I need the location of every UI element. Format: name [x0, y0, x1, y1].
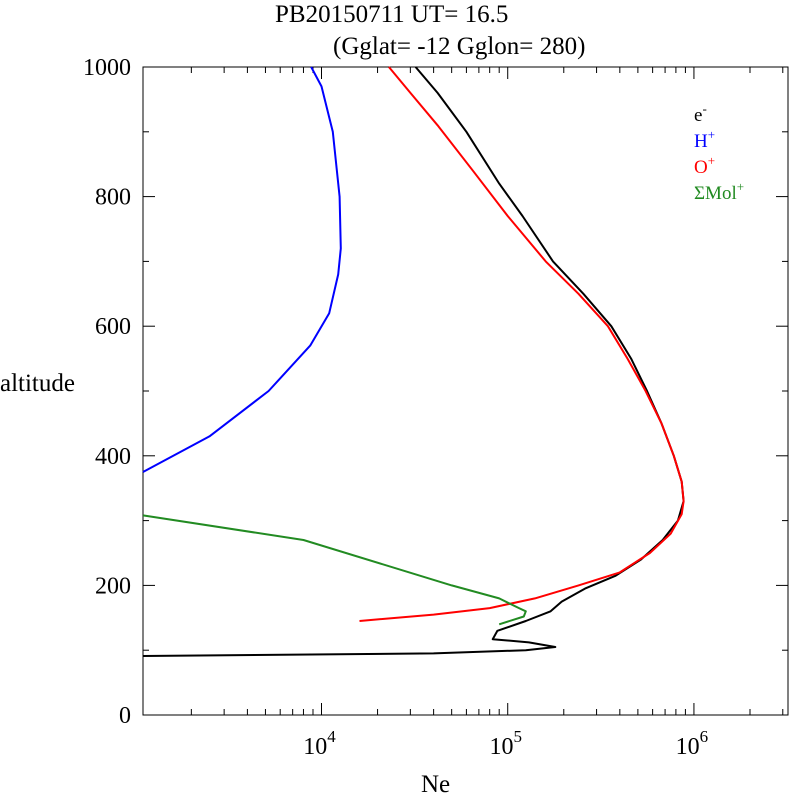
- legend-name: ΣMol: [694, 183, 737, 204]
- y-tick-label: 200: [95, 573, 131, 599]
- x-tick-exponent: 5: [513, 727, 522, 746]
- chart-title: PB20150711 UT= 16.5: [275, 1, 508, 28]
- x-minor-ticks: [190, 67, 784, 715]
- x-tick-base: 10: [303, 734, 327, 760]
- series-line-e: [142, 66, 685, 657]
- legend-name: e: [694, 105, 702, 126]
- x-tick-label: 106: [676, 727, 709, 760]
- y-tick-label: 1000: [83, 55, 131, 81]
- legend-name: H: [694, 131, 708, 152]
- x-tick-label: 105: [489, 727, 522, 760]
- series-layer: [142, 66, 685, 657]
- chart-subtitle: (Gglat= -12 Gglon= 280): [333, 33, 585, 60]
- y-axis-label: altitude: [0, 370, 75, 397]
- series-line-o: [359, 66, 685, 622]
- legend-name: O: [694, 157, 708, 178]
- y-tick-label: 800: [95, 185, 131, 211]
- legend-entry: ΣMol+: [694, 179, 744, 204]
- y-tick-label: 0: [119, 703, 131, 729]
- series-line-h: [142, 66, 342, 473]
- series-line-mol: [142, 514, 527, 626]
- legend-superscript: +: [708, 127, 715, 142]
- legend-entry: e-: [694, 101, 707, 126]
- y-axis-ticks: 0 200 400 600 800 1000: [83, 55, 788, 729]
- x-tick-exponent: 6: [700, 727, 709, 746]
- legend: e-H+O+ΣMol+: [694, 101, 744, 204]
- x-axis-label: Ne: [421, 771, 450, 796]
- x-axis-ticks: 104 105 106: [303, 67, 708, 760]
- legend-superscript: -: [702, 101, 706, 116]
- x-tick-label: 104: [303, 727, 336, 760]
- legend-superscript: +: [737, 179, 744, 194]
- y-tick-label: 600: [95, 314, 131, 340]
- x-tick-base: 10: [489, 734, 513, 760]
- legend-entry: H+: [694, 127, 715, 152]
- y-minor-ticks: [143, 131, 788, 651]
- x-tick-exponent: 4: [327, 727, 336, 746]
- plot-frame: [142, 66, 789, 716]
- x-tick-base: 10: [676, 734, 700, 760]
- legend-entry: O+: [694, 153, 715, 178]
- legend-superscript: +: [708, 153, 715, 168]
- y-tick-label: 400: [95, 444, 131, 470]
